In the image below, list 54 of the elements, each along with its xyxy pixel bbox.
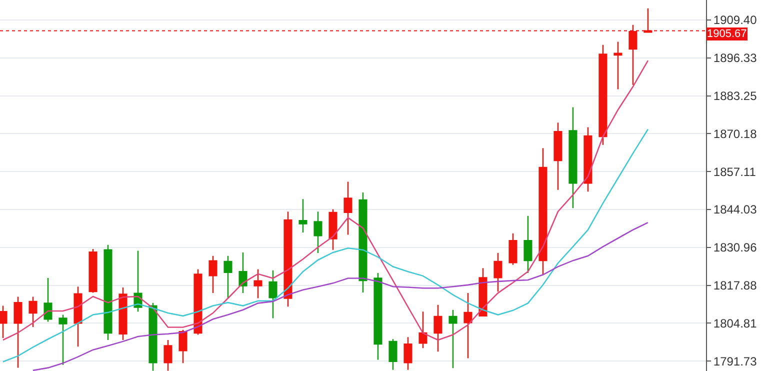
candlestick xyxy=(28,296,38,328)
line-series xyxy=(32,222,649,371)
y-tick-label: 1804.81 xyxy=(713,316,758,330)
candlestick xyxy=(434,304,442,352)
candlestick xyxy=(74,286,82,348)
candlestick xyxy=(418,310,428,349)
candlestick xyxy=(314,210,322,254)
candlestick xyxy=(14,296,22,368)
candlestick xyxy=(178,329,188,364)
y-tick-label: 1883.25 xyxy=(713,88,758,103)
candlestick xyxy=(568,106,578,209)
candlestick xyxy=(374,272,382,360)
candlestick xyxy=(614,41,622,90)
candlestick xyxy=(0,305,8,339)
y-tick-label: 1817.88 xyxy=(713,278,758,292)
candlestick xyxy=(388,338,398,370)
candlestick xyxy=(344,181,352,236)
candlestick xyxy=(104,244,112,341)
candlestick xyxy=(118,286,128,341)
candlestick xyxy=(194,268,202,336)
candlestick xyxy=(404,336,412,370)
candlestick xyxy=(584,126,592,192)
y-tick-label: 1870.18 xyxy=(713,126,758,141)
y-tick-label: 1909.40 xyxy=(713,13,758,28)
y-tick-label: 1844.03 xyxy=(713,202,758,217)
candlestick xyxy=(268,270,278,319)
candlestick xyxy=(44,277,52,322)
candlestick xyxy=(328,208,338,250)
line-series xyxy=(2,128,649,362)
candlestick xyxy=(208,255,218,294)
candlestick xyxy=(224,255,232,299)
ref-line-label: 1905.67 xyxy=(707,28,747,40)
candlestick xyxy=(148,302,158,371)
candlestick xyxy=(508,232,518,266)
candlestick xyxy=(88,248,98,294)
candlestick xyxy=(254,268,262,299)
candlestick xyxy=(538,148,548,276)
candlestick xyxy=(494,252,502,292)
candlestick xyxy=(524,215,532,274)
candlestick xyxy=(554,122,562,190)
y-tick-label: 1896.33 xyxy=(713,51,758,66)
candlestick xyxy=(164,339,172,371)
candlestick xyxy=(58,314,68,366)
candlestick xyxy=(284,210,292,308)
candlestick xyxy=(464,292,472,359)
candlestick xyxy=(598,44,608,146)
candlestick xyxy=(448,309,458,369)
line-series xyxy=(2,60,649,341)
candlestick xyxy=(298,198,308,234)
candlestick xyxy=(358,192,368,294)
y-tick-label: 1791.73 xyxy=(713,354,758,368)
y-tick-label: 1857.11 xyxy=(713,164,756,179)
candlestick xyxy=(238,252,248,294)
y-tick-label: 1830.96 xyxy=(713,240,758,255)
